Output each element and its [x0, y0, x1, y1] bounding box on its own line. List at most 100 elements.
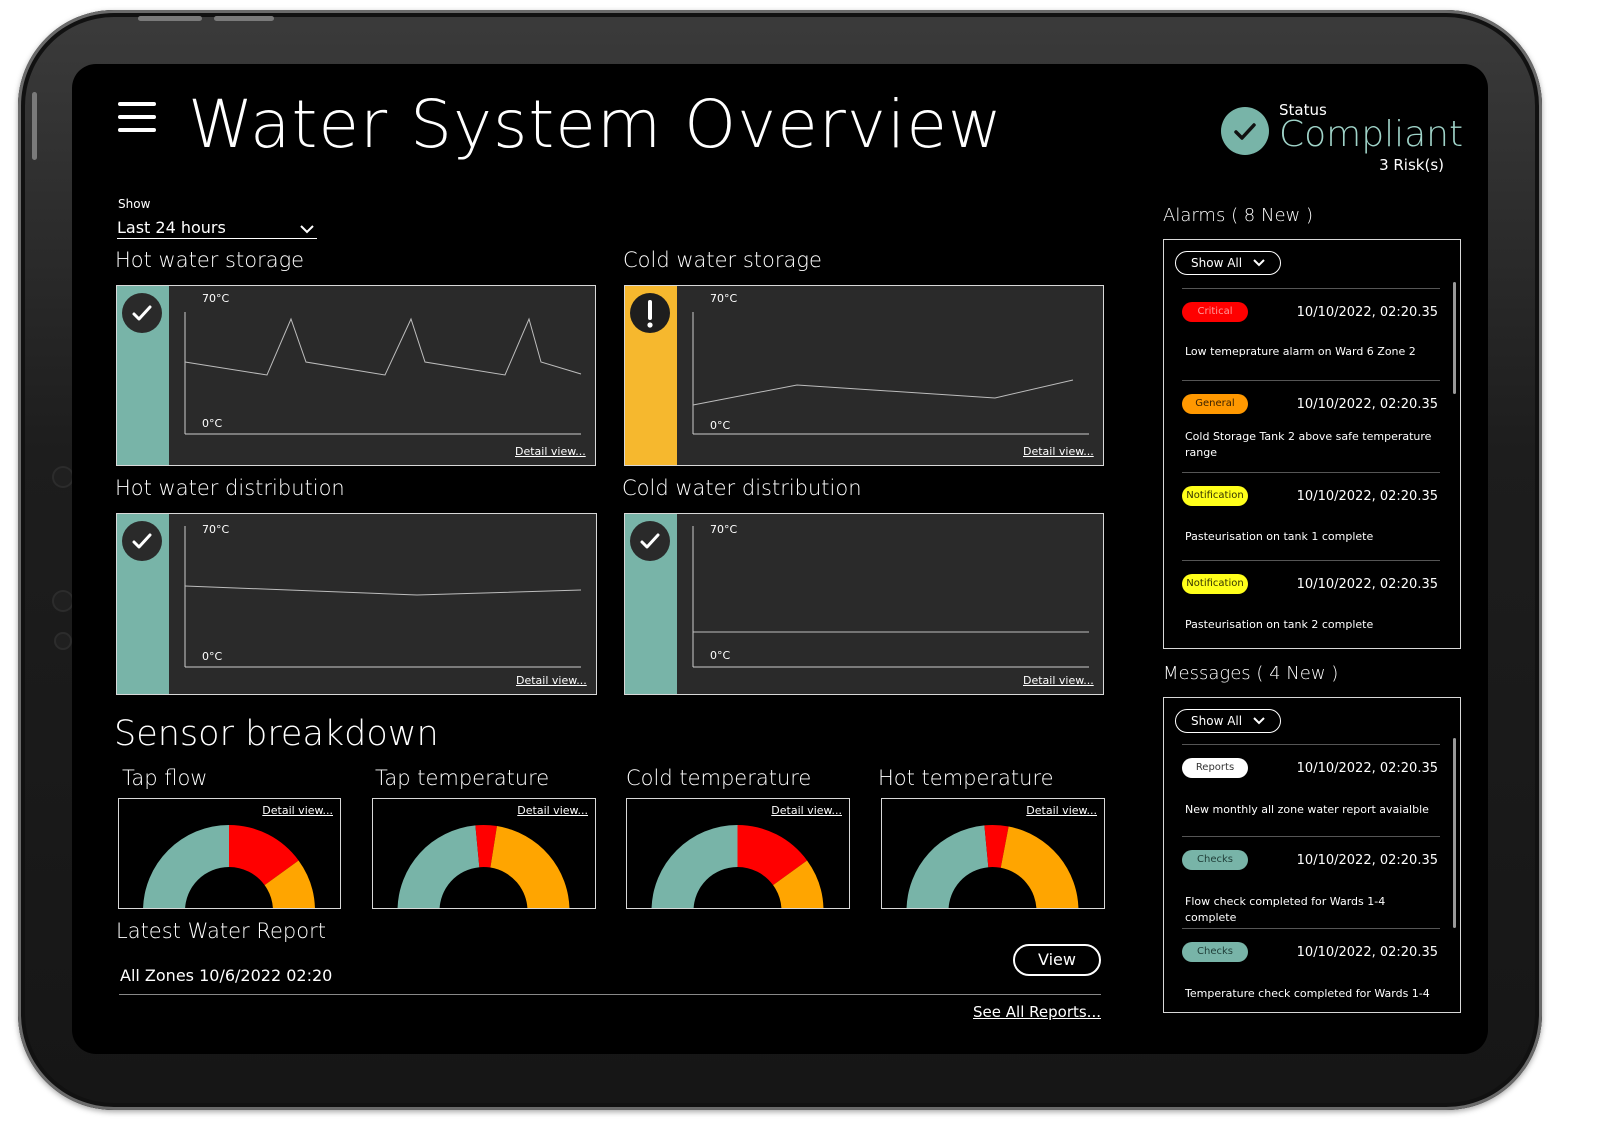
list-item[interactable]: Critical 10/10/2022, 02:20.35 Low temepr… — [1182, 288, 1440, 380]
risk-count[interactable]: 3 Risk(s) — [1379, 156, 1444, 174]
panel-title-cold-distribution: Cold water distribution — [622, 476, 862, 500]
detail-view-link[interactable]: Detail view... — [771, 804, 842, 817]
gauge-hot-temperature[interactable]: Detail view... — [881, 798, 1105, 909]
gauge-segment-0 — [906, 825, 989, 908]
device-sensor — [52, 466, 74, 488]
y-max-label: 70°C — [710, 292, 738, 305]
gauge-segment-0 — [651, 825, 738, 908]
gauge-segment-1 — [229, 825, 299, 886]
device-sensor — [52, 590, 74, 612]
item-time: 10/10/2022, 02:20.35 — [1296, 305, 1438, 320]
item-text: Pasteurisation on tank 2 complete — [1185, 618, 1374, 631]
chevron-down-icon — [1253, 259, 1265, 267]
item-text: Cold Storage Tank 2 above safe temperatu… — [1185, 430, 1432, 459]
menu-icon[interactable] — [118, 102, 156, 132]
category-tag: Checks — [1182, 942, 1248, 962]
item-time: 10/10/2022, 02:20.35 — [1296, 853, 1438, 868]
messages-filter-dropdown[interactable]: Show All — [1175, 709, 1281, 733]
cold-distribution-chart — [692, 526, 1089, 668]
gauge-title-cold-temperature: Cold temperature — [626, 766, 812, 790]
device-button — [214, 16, 274, 21]
gauge-segment-2 — [264, 860, 315, 908]
alarms-filter-dropdown[interactable]: Show All — [1175, 251, 1281, 275]
report-title: Latest Water Report — [116, 919, 326, 943]
period-dropdown[interactable]: Last 24 hours — [117, 216, 317, 240]
gauge-segment-2 — [490, 826, 570, 908]
gauge-segment-2 — [1000, 826, 1079, 908]
y-min-label: 0°C — [710, 419, 731, 432]
detail-view-link[interactable]: Detail view... — [262, 804, 333, 817]
chevron-down-icon — [300, 225, 314, 234]
device-button — [138, 16, 202, 21]
gauge-title-hot-temperature: Hot temperature — [878, 766, 1054, 790]
detail-view-link[interactable]: Detail view... — [1026, 804, 1097, 817]
check-circle-icon — [1221, 107, 1269, 155]
scrollbar[interactable] — [1453, 738, 1456, 928]
alarms-list[interactable]: Show All Critical 10/10/2022, 02:20.35 L… — [1163, 239, 1461, 649]
check-icon — [122, 293, 162, 333]
view-report-button[interactable]: View — [1013, 944, 1101, 976]
status-value: Compliant — [1279, 114, 1464, 155]
severity-tag: General — [1182, 394, 1248, 414]
list-item[interactable]: Checks 10/10/2022, 02:20.35 Temperature … — [1182, 928, 1440, 1012]
cold-storage-chart — [692, 312, 1089, 435]
gauge-tap-flow[interactable]: Detail view... — [118, 798, 341, 909]
hot-distribution-chart — [184, 526, 582, 668]
panel-title-hot-storage: Hot water storage — [115, 248, 305, 272]
item-time: 10/10/2022, 02:20.35 — [1296, 577, 1438, 592]
y-min-label: 0°C — [202, 650, 223, 663]
item-text: Low temeprature alarm on Ward 6 Zone 2 — [1185, 345, 1416, 358]
detail-view-link[interactable]: Detail view... — [516, 674, 587, 687]
list-item[interactable]: Notification 10/10/2022, 02:20.35 Pasteu… — [1182, 472, 1440, 560]
category-tag: Checks — [1182, 850, 1248, 870]
gauge-segment-1 — [984, 825, 1009, 868]
divider — [119, 994, 1101, 995]
severity-tag: Critical — [1182, 302, 1248, 322]
gauge-segment-2 — [773, 860, 824, 908]
panel-title-cold-storage: Cold water storage — [623, 248, 822, 272]
y-min-label: 0°C — [710, 649, 731, 662]
scrollbar[interactable] — [1453, 282, 1456, 394]
item-time: 10/10/2022, 02:20.35 — [1296, 945, 1438, 960]
item-text: New monthly all zone water report avaial… — [1185, 803, 1429, 816]
gauge-tap-temperature[interactable]: Detail view... — [372, 798, 596, 909]
y-min-label: 0°C — [202, 417, 223, 430]
detail-view-link[interactable]: Detail view... — [1023, 445, 1094, 458]
see-all-reports-link[interactable]: See All Reports... — [973, 1003, 1101, 1021]
report-entry: All Zones 10/6/2022 02:20 — [120, 966, 333, 985]
gauge-segment-0 — [397, 825, 480, 908]
hot-distribution-panel[interactable]: 70°C 0°C Detail view... — [116, 513, 597, 695]
list-item[interactable]: General 10/10/2022, 02:20.35 Cold Storag… — [1182, 380, 1440, 472]
chevron-down-icon — [1253, 717, 1265, 725]
item-text: Flow check completed for Wards 1-4 compl… — [1185, 895, 1386, 924]
gauge-cold-temperature[interactable]: Detail view... — [626, 798, 850, 909]
gauge-segment-0 — [143, 825, 229, 908]
alert-icon — [630, 293, 670, 333]
list-item[interactable]: Notification 10/10/2022, 02:20.35 Pasteu… — [1182, 560, 1440, 648]
messages-title: Messages ( 4 New ) — [1163, 663, 1339, 684]
severity-tag: Notification — [1182, 486, 1248, 506]
device-button — [32, 92, 37, 160]
messages-list[interactable]: Show All Reports 10/10/2022, 02:20.35 Ne… — [1163, 697, 1461, 1013]
y-max-label: 70°C — [202, 292, 230, 305]
cold-storage-panel[interactable]: 70°C 0°C Detail view... — [624, 285, 1104, 466]
status-label: Status — [1279, 101, 1327, 119]
detail-view-link[interactable]: Detail view... — [515, 445, 586, 458]
device-sensor — [54, 632, 72, 650]
hot-storage-panel[interactable]: 70°C 0°C Detail view... — [116, 285, 596, 466]
item-text: Pasteurisation on tank 1 complete — [1185, 530, 1374, 543]
detail-view-link[interactable]: Detail view... — [517, 804, 588, 817]
alarms-title: Alarms ( 8 New ) — [1163, 205, 1313, 226]
list-item[interactable]: Reports 10/10/2022, 02:20.35 New monthly… — [1182, 744, 1440, 836]
cold-distribution-panel[interactable]: 70°C 0°C Detail view... — [624, 513, 1104, 695]
filter-label: Show — [118, 197, 151, 211]
item-text: Temperature check completed for Wards 1-… — [1185, 987, 1430, 1000]
list-item[interactable]: Checks 10/10/2022, 02:20.35 Flow check c… — [1182, 836, 1440, 928]
period-value: Last 24 hours — [117, 218, 226, 237]
y-max-label: 70°C — [710, 523, 738, 536]
gauge-segment-1 — [737, 825, 808, 886]
gauge-title-tap-temperature: Tap temperature — [375, 766, 550, 790]
sensor-section-title: Sensor breakdown — [114, 714, 439, 754]
detail-view-link[interactable]: Detail view... — [1023, 674, 1094, 687]
severity-tag: Notification — [1182, 574, 1248, 594]
